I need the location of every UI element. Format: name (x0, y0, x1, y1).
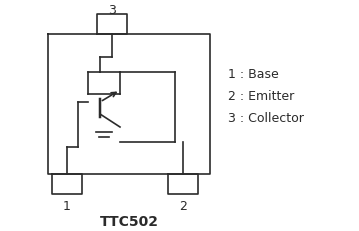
Text: 3: 3 (108, 3, 116, 16)
Text: 1: 1 (63, 200, 71, 213)
Text: 2 : Emitter: 2 : Emitter (228, 90, 294, 103)
Text: 2: 2 (179, 200, 187, 213)
Text: TTC502: TTC502 (99, 214, 159, 228)
Text: 3 : Collector: 3 : Collector (228, 112, 304, 125)
Text: 1 : Base: 1 : Base (228, 68, 279, 81)
